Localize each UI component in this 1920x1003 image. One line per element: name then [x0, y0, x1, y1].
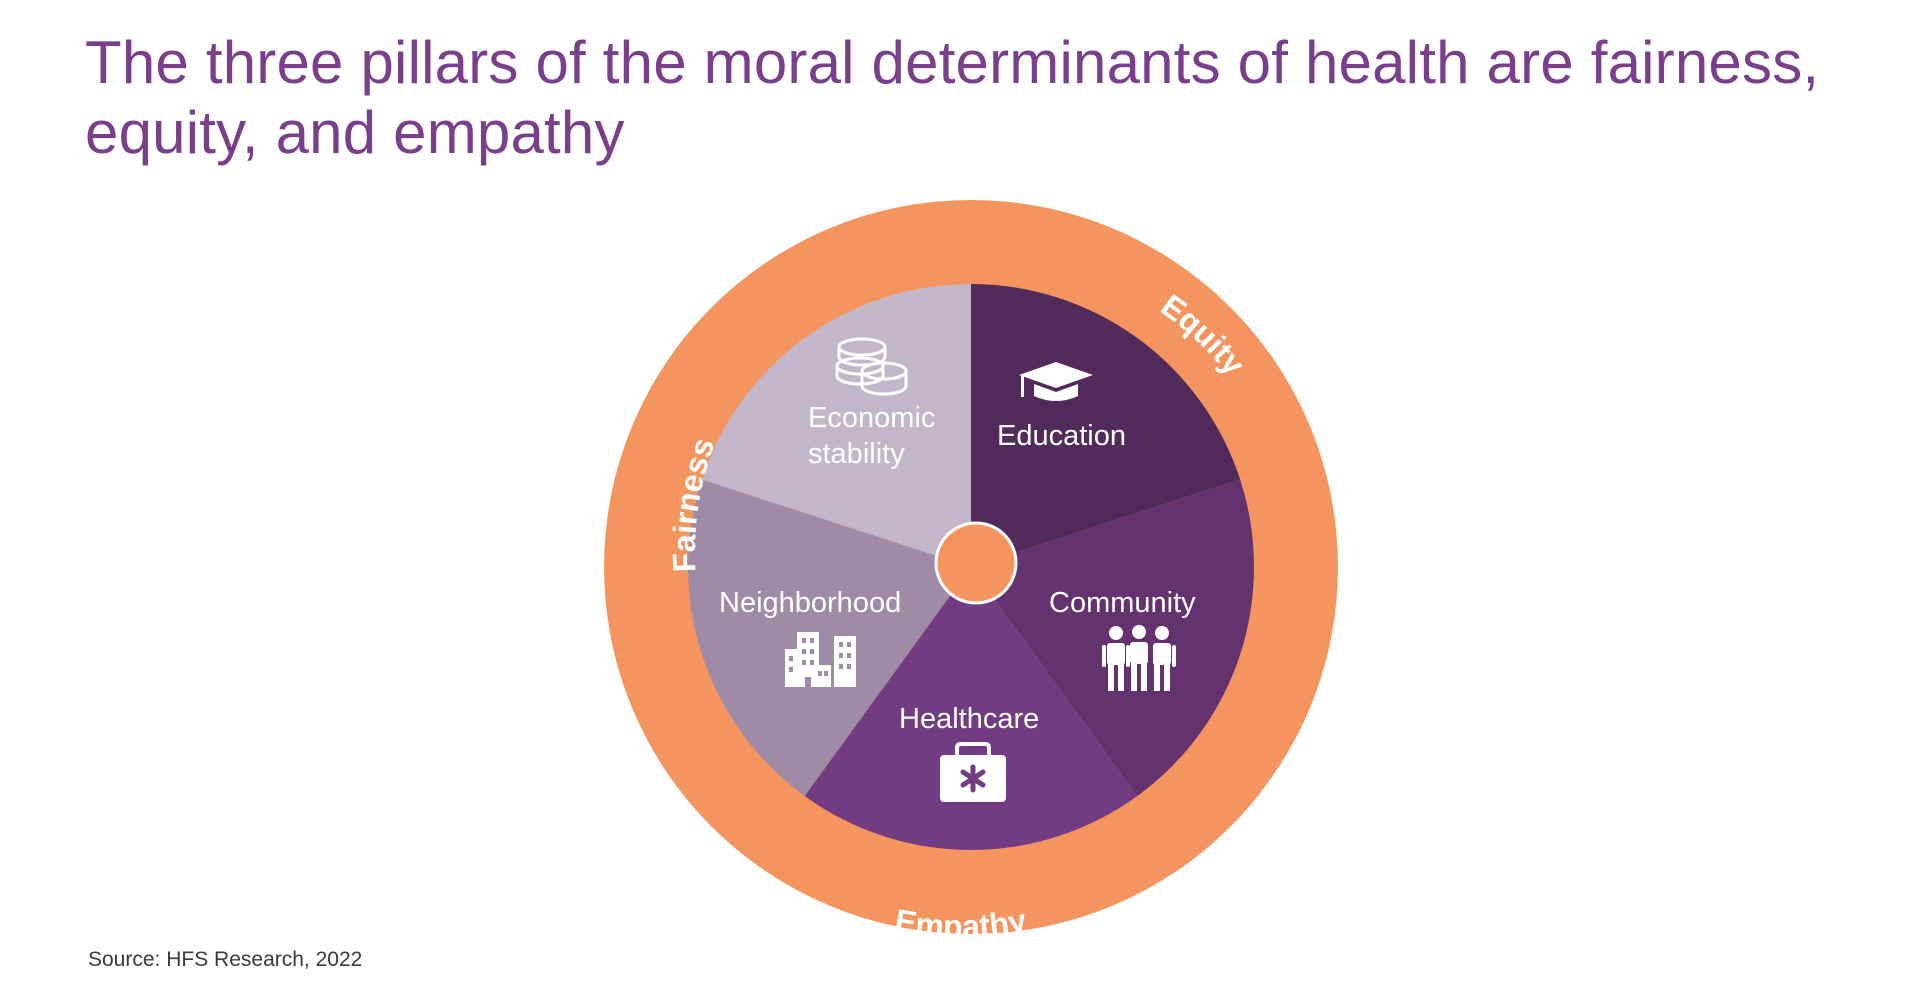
segments-group	[688, 284, 1254, 850]
segment-label-economic-line-2: stability	[808, 438, 905, 470]
people-group-icon	[1102, 625, 1176, 691]
segment-label-community: Community	[1049, 587, 1196, 619]
coins-icon	[835, 337, 908, 396]
segment-label-economic-line-1: Economic	[808, 402, 935, 434]
pillar-label-empathy: Empathy	[892, 902, 1029, 945]
segment-neighborhood	[688, 479, 971, 796]
source-note: Source: HFS Research, 2022	[88, 948, 363, 971]
buildings-icon	[785, 632, 856, 687]
segment-label-healthcare: Healthcare	[899, 703, 1039, 735]
hub-circle	[934, 521, 1018, 605]
segment-economic-stability	[701, 284, 971, 567]
page-title-line-1: The three pillars of the moral determina…	[85, 29, 1820, 96]
segment-label-economic-stability: Economic stability	[808, 402, 943, 470]
segment-healthcare	[804, 567, 1138, 850]
segment-label-neighborhood: Neighborhood	[719, 587, 901, 619]
page-title: The three pillars of the moral determina…	[85, 28, 1845, 168]
segment-education	[971, 284, 1241, 567]
medical-kit-icon	[940, 742, 1006, 802]
segment-label-education: Education	[997, 420, 1126, 452]
page-title-line-2: equity, and empathy	[85, 99, 625, 166]
graduation-cap-icon	[1019, 362, 1093, 401]
